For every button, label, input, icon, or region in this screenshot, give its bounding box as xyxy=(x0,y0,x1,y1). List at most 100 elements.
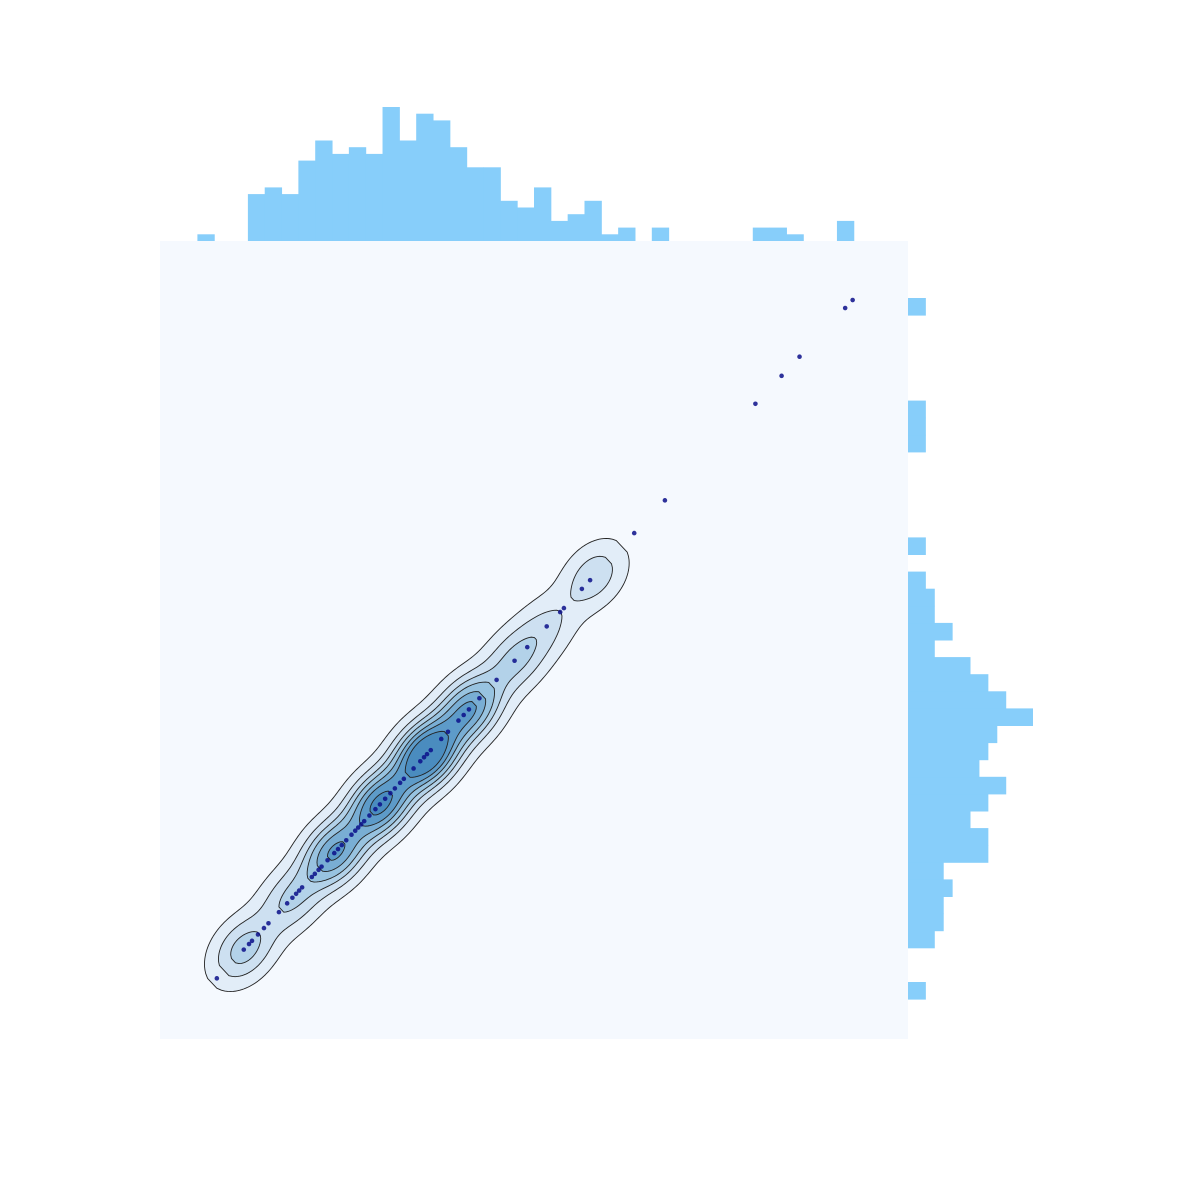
histogram-bar-x xyxy=(483,167,501,241)
histogram-bar-y xyxy=(908,930,935,949)
scatter-point xyxy=(561,605,567,611)
scatter-point xyxy=(587,577,593,583)
histogram-bar-x xyxy=(601,234,619,241)
scatter-point xyxy=(241,947,247,952)
histogram-bar-x xyxy=(399,140,417,241)
histogram-bar-y xyxy=(908,640,935,658)
scatter-point xyxy=(290,895,295,901)
histogram-bar-y xyxy=(908,862,944,880)
histogram-bar-y xyxy=(908,691,1007,709)
scatter-point xyxy=(367,813,372,818)
histogram-bar-y xyxy=(908,400,926,419)
histogram-bar-x xyxy=(449,147,468,241)
kde-contour-level-7 xyxy=(369,790,393,816)
scatter-point xyxy=(299,885,305,890)
scatter-points xyxy=(214,297,855,981)
scatter-point xyxy=(276,909,282,915)
kde-contour-level-3 xyxy=(278,636,538,913)
histogram-bar-y xyxy=(908,759,980,778)
scatter-point xyxy=(424,751,430,757)
scatter-point xyxy=(797,354,802,360)
scatter-point xyxy=(662,498,668,503)
scatter-point xyxy=(494,677,499,683)
scatter-point xyxy=(850,297,855,303)
scatter-point xyxy=(445,729,451,735)
histogram-bar-y xyxy=(908,674,989,692)
histogram-bar-x xyxy=(433,120,451,241)
scatter-point xyxy=(842,305,848,311)
scatter-point xyxy=(339,842,345,848)
histogram-bar-x xyxy=(315,140,333,241)
histogram-bar-y xyxy=(908,537,926,555)
histogram-bar-x xyxy=(348,147,367,241)
histogram-bar-y xyxy=(908,298,926,316)
scatter-point xyxy=(296,888,302,893)
histogram-bar-y xyxy=(908,708,1033,726)
scatter-point xyxy=(456,718,461,723)
scatter-point xyxy=(421,755,427,760)
histogram-bar-x xyxy=(281,194,299,241)
scatter-point xyxy=(477,695,482,701)
histogram-bar-x xyxy=(517,207,535,241)
scatter-point xyxy=(411,766,416,771)
histogram-bar-x xyxy=(550,220,569,241)
scatter-point xyxy=(631,530,637,536)
scatter-point xyxy=(335,846,341,852)
scatter-point xyxy=(779,373,784,379)
scatter-point xyxy=(355,825,361,830)
kde-contour-lines xyxy=(204,538,630,992)
histogram-bar-y xyxy=(908,913,944,932)
histogram-bar-x xyxy=(382,107,400,241)
kde-contour-level-2 xyxy=(570,555,613,602)
histogram-bar-x xyxy=(584,200,602,241)
scatter-point xyxy=(466,707,472,712)
scatter-point xyxy=(524,644,530,650)
scatter-point xyxy=(557,609,563,615)
scatter-point xyxy=(293,891,299,897)
histogram-bar-y xyxy=(908,725,998,744)
scatter-point xyxy=(428,747,434,753)
scatter-point xyxy=(246,941,252,947)
scatter-point xyxy=(316,867,321,873)
scatter-point xyxy=(325,857,330,863)
histogram-bar-y xyxy=(908,605,935,624)
kde-contour-level-1 xyxy=(204,538,630,992)
histogram-bar-x xyxy=(500,200,518,241)
scatter-point xyxy=(331,850,337,856)
scatter-point xyxy=(461,712,466,718)
histogram-bar-x xyxy=(836,220,855,241)
scatter-point xyxy=(401,776,407,782)
histogram-bar-y xyxy=(908,845,989,863)
scatter-point xyxy=(392,786,398,791)
histogram-bar-y xyxy=(908,417,926,436)
histogram-bar-x xyxy=(197,234,215,241)
kde-contour-level-6 xyxy=(327,841,346,861)
kde-contour-level-3 xyxy=(230,931,262,965)
kde-contour-level-7 xyxy=(404,730,449,778)
histogram-bar-x xyxy=(264,187,283,241)
histogram-bar-y xyxy=(908,828,989,846)
histogram-bar-y xyxy=(908,879,953,897)
histogram-bar-x xyxy=(752,227,771,241)
histogram-bar-x xyxy=(332,153,350,241)
scatter-point xyxy=(579,586,585,592)
histogram-bar-x xyxy=(466,167,485,241)
histogram-bar-y xyxy=(908,982,926,1000)
histogram-bar-x xyxy=(534,187,552,241)
scatter-point xyxy=(266,920,271,926)
scatter-point xyxy=(397,780,403,786)
histogram-bar-x xyxy=(567,214,585,241)
histogram-bar-x xyxy=(786,234,804,241)
scatter-point xyxy=(261,925,267,931)
scatter-point xyxy=(349,832,354,838)
histogram-bar-y xyxy=(908,811,971,829)
histogram-bar-x xyxy=(769,227,787,241)
scatter-point xyxy=(418,758,423,764)
scatter-point xyxy=(512,658,517,664)
histogram-bar-x xyxy=(247,194,266,241)
scatter-point xyxy=(284,901,290,906)
scatter-point xyxy=(438,736,444,742)
top-marginal-histogram xyxy=(197,107,855,241)
kde-contour-level-4 xyxy=(306,681,495,883)
kde-contour-level-6 xyxy=(358,701,477,827)
